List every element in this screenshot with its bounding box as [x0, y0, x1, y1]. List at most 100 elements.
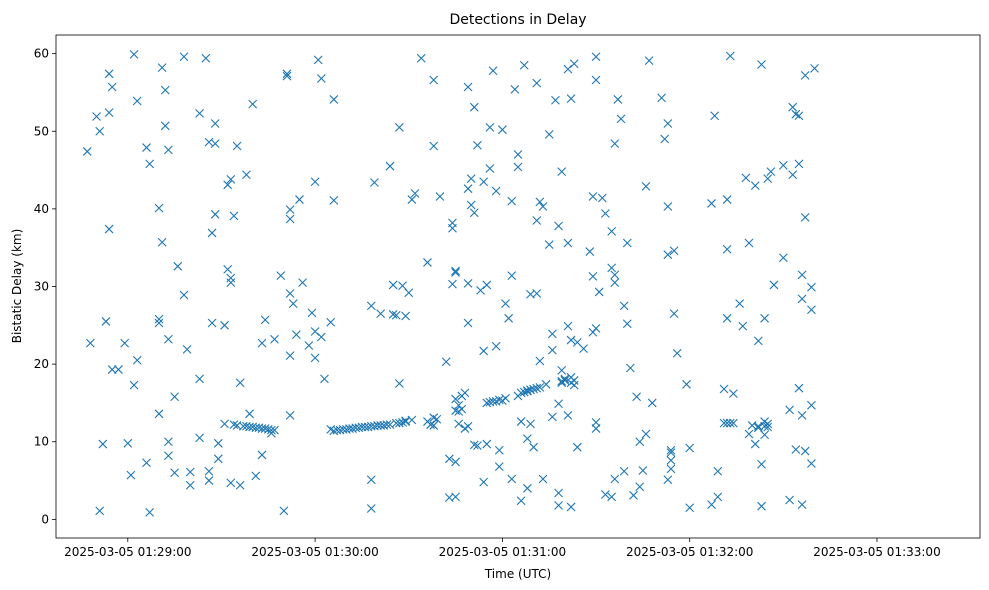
data-point-marker [373, 421, 382, 430]
data-point-marker [610, 139, 620, 149]
data-point-marker [163, 334, 173, 344]
data-point-marker [307, 308, 317, 318]
data-point-marker [766, 167, 776, 177]
y-tick-label: 30 [34, 280, 49, 294]
data-point-marker [154, 318, 164, 328]
data-point-marker [551, 95, 560, 105]
data-point-marker [547, 412, 557, 422]
data-point-marker [235, 378, 245, 388]
data-point-marker [491, 186, 501, 196]
data-point-marker [154, 203, 164, 213]
data-point-marker [660, 134, 670, 144]
data-point-marker [597, 193, 607, 203]
data-point-marker [163, 145, 173, 155]
data-point-marker [569, 380, 579, 390]
data-point-marker [423, 258, 432, 267]
data-point-marker [560, 376, 570, 385]
data-point-marker [154, 409, 164, 419]
data-point-marker [401, 311, 411, 321]
data-point-marker [641, 181, 651, 191]
data-point-marker [613, 95, 623, 104]
data-point-marker [707, 199, 716, 208]
data-point-marker [357, 422, 367, 432]
data-point-marker [229, 211, 239, 221]
data-point-marker [285, 214, 295, 224]
data-point-marker [326, 317, 336, 327]
data-point-marker [641, 429, 651, 439]
data-point-marker [376, 309, 386, 319]
data-point-marker [429, 75, 439, 85]
data-point-marker [610, 278, 620, 288]
data-point-marker [388, 280, 398, 290]
data-point-marker [298, 278, 307, 288]
data-point-marker [685, 443, 695, 453]
data-point-marker [738, 321, 748, 331]
data-point-marker [557, 167, 567, 177]
data-point-marker [757, 60, 766, 69]
data-point-marker [794, 111, 804, 121]
data-point-marker [753, 421, 763, 431]
data-point-marker [179, 290, 189, 300]
data-point-marker [407, 195, 417, 204]
data-point-marker [313, 55, 323, 65]
data-point-marker [494, 462, 504, 471]
data-point-marker [547, 345, 557, 355]
data-point-marker [270, 334, 279, 344]
data-point-marker [632, 392, 642, 402]
data-point-marker [104, 108, 114, 118]
data-point-marker [285, 205, 295, 215]
data-point-marker [722, 195, 732, 204]
data-point-marker [494, 445, 504, 455]
data-point-marker [516, 417, 526, 426]
data-point-marker [554, 399, 563, 409]
data-point-marker [426, 420, 435, 430]
data-point-marker [229, 420, 239, 430]
data-point-marker [473, 441, 482, 451]
data-point-marker [170, 468, 180, 478]
data-point-marker [107, 365, 117, 374]
data-point-marker [235, 480, 245, 490]
data-point-marker [463, 318, 473, 328]
data-point-marker [160, 121, 170, 131]
data-point-marker [585, 247, 595, 256]
data-point-marker [391, 310, 401, 320]
data-point-marker [513, 162, 523, 172]
data-point-marker [85, 338, 95, 348]
data-point-marker [463, 82, 473, 92]
data-point-marker [476, 285, 485, 295]
data-point-marker [282, 69, 292, 79]
data-point-marker [257, 338, 267, 348]
data-point-marker [788, 102, 798, 112]
y-tick-label: 50 [34, 124, 49, 138]
data-point-marker [785, 405, 794, 415]
y-tick-label: 20 [34, 357, 49, 371]
data-point-marker [663, 475, 673, 485]
data-point-marker [207, 228, 217, 238]
data-point-marker [807, 459, 816, 468]
data-point-marker [763, 422, 773, 432]
data-point-marker [195, 433, 204, 443]
data-point-marker [416, 53, 426, 63]
data-point-marker [276, 271, 286, 281]
data-point-marker [591, 324, 601, 333]
x-axis-ticks: 2025-03-05 01:29:00 2025-03-05 01:30:00 20… [64, 538, 941, 559]
y-tick-label: 0 [41, 512, 49, 526]
data-point-marker [669, 309, 679, 319]
data-point-marker [142, 143, 151, 152]
data-point-marker [120, 338, 130, 348]
data-point-marker [554, 488, 563, 498]
data-point-marker [713, 492, 723, 502]
data-point-marker [366, 504, 376, 513]
data-point-marker [469, 102, 479, 112]
data-point-marker [491, 341, 501, 351]
data-point-marker [713, 466, 723, 476]
data-point-marker [432, 414, 442, 424]
x-axis-label: Time (UTC) [484, 567, 551, 581]
data-point-marker [95, 506, 105, 516]
data-point-marker [129, 380, 139, 390]
data-point-marker [729, 389, 738, 399]
data-point-marker [441, 357, 451, 367]
data-point-marker [663, 119, 673, 128]
data-point-marker [657, 93, 666, 103]
data-point-marker [145, 159, 155, 169]
